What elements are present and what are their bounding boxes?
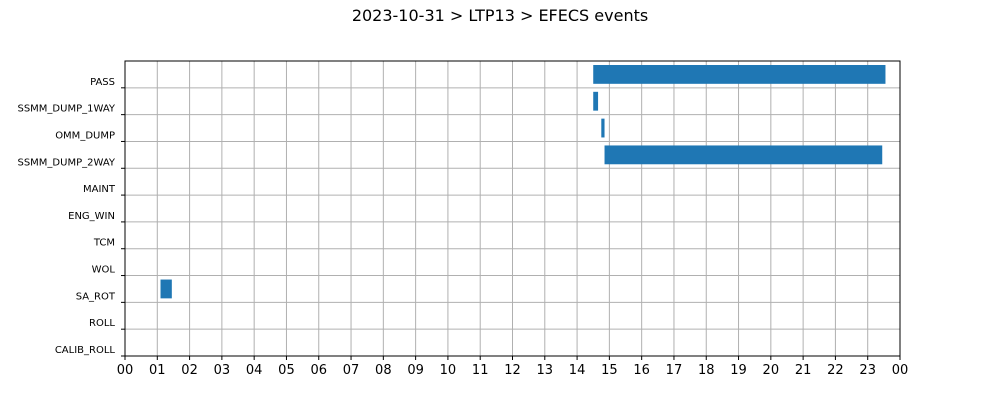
event-bar-pass — [593, 65, 886, 84]
x-tick-label: 10 — [440, 363, 457, 378]
axis-ticks — [121, 87, 901, 360]
x-tick-label: 20 — [763, 363, 780, 378]
x-tick-label: 14 — [569, 363, 586, 378]
y-tick-label: CALIB_ROLL — [55, 345, 116, 356]
x-tick-label: 21 — [795, 363, 812, 378]
y-tick-label: ROLL — [89, 318, 115, 329]
x-tick-label: 07 — [343, 363, 360, 378]
event-bar-ssmm-dump-2way — [604, 145, 883, 165]
x-tick-label: 19 — [730, 363, 747, 378]
y-tick-label: MAINT — [83, 184, 116, 195]
x-tick-label: 03 — [214, 363, 231, 378]
event-bar-sa-rot — [160, 279, 172, 299]
x-tick-label: 11 — [472, 363, 489, 378]
y-tick-label: TCM — [93, 238, 115, 249]
event-bars — [160, 65, 886, 299]
grid-lines — [124, 61, 901, 357]
y-tick-label: OMM_DUMP — [55, 130, 115, 141]
x-tick-label: 00 — [117, 363, 134, 378]
event-bar-omm-dump — [601, 118, 605, 138]
chart-title: 2023-10-31 > LTP13 > EFECS events — [351, 6, 649, 25]
axis-labels: 00 01 02 03 04 05 06 07 08 09 10 11 12 13 14 15 16 17 18 19… — [17, 77, 908, 378]
x-tick-label: 16 — [633, 363, 650, 378]
x-tick-label: 13 — [537, 363, 554, 378]
x-tick-label: 05 — [278, 363, 295, 378]
x-tick-label: 12 — [504, 363, 521, 378]
y-tick-label: PASS — [90, 77, 115, 88]
x-tick-label: 01 — [149, 363, 166, 378]
event-bar-ssmm-dump-1way — [593, 91, 599, 111]
x-tick-label: 18 — [698, 363, 715, 378]
y-tick-label: WOL — [92, 265, 116, 276]
y-tick-label: SSMM_DUMP_1WAY — [17, 104, 115, 115]
x-tick-label: 08 — [375, 363, 392, 378]
y-tick-label: SSMM_DUMP_2WAY — [17, 157, 115, 168]
x-tick-label: 15 — [601, 363, 618, 378]
y-tick-label: ENG_WIN — [68, 211, 115, 222]
y-tick-label: SA_ROT — [76, 291, 116, 302]
x-tick-label: 17 — [666, 363, 683, 378]
x-tick-label: 00 — [892, 363, 909, 378]
x-tick-label: 04 — [246, 363, 263, 378]
x-tick-label: 09 — [407, 363, 424, 378]
x-tick-label: 02 — [181, 363, 198, 378]
x-tick-label: 23 — [859, 363, 876, 378]
x-tick-label: 06 — [310, 363, 327, 378]
x-tick-label: 22 — [827, 363, 844, 378]
